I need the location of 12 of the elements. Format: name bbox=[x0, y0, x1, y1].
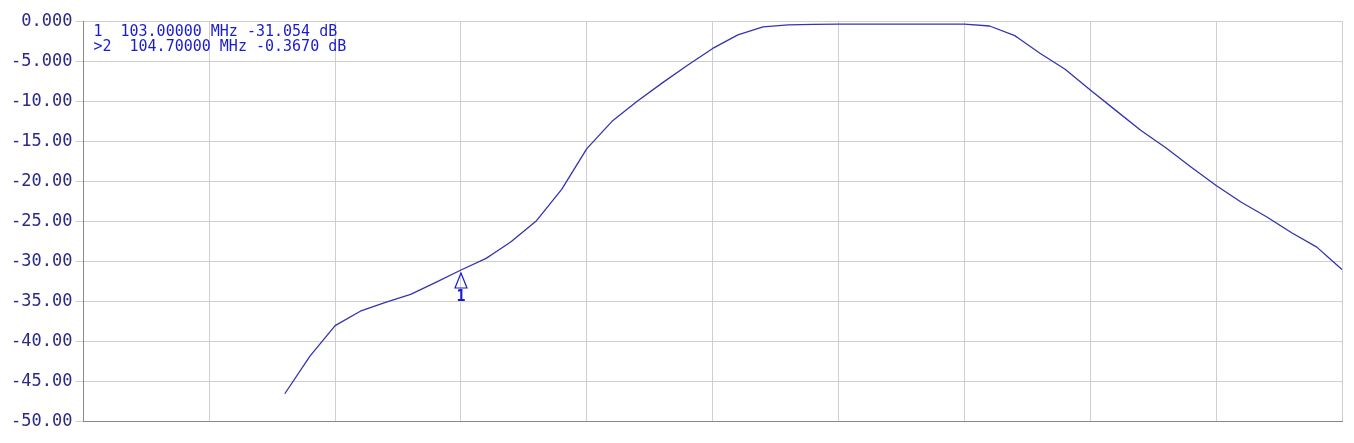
annotation: 1 bbox=[456, 287, 466, 306]
y-tick-label: -30.00 bbox=[10, 249, 73, 270]
y-tick-label: -25.00 bbox=[10, 209, 73, 230]
y-tick-label: -20.00 bbox=[10, 169, 73, 190]
y-tick-label: -40.00 bbox=[10, 330, 73, 351]
y-tick-label: -10.00 bbox=[10, 89, 73, 110]
y-tick-label: -15.00 bbox=[10, 129, 73, 150]
y-tick-label: -50.00 bbox=[10, 410, 73, 431]
y-tick-label: 0.000 bbox=[21, 9, 73, 30]
y-tick-label: -5.000 bbox=[10, 49, 73, 70]
y-tick-label: -35.00 bbox=[10, 290, 73, 311]
y-tick-label: -45.00 bbox=[10, 370, 73, 391]
